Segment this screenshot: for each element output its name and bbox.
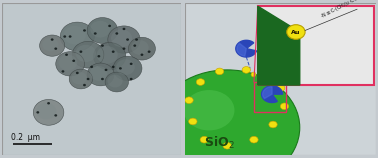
Circle shape [76,72,79,74]
Circle shape [101,44,104,47]
Circle shape [130,78,133,80]
Circle shape [148,51,150,53]
Circle shape [126,38,129,41]
Circle shape [51,38,54,41]
Circle shape [101,78,104,80]
Circle shape [90,66,107,81]
Circle shape [155,70,300,158]
Text: SiO$_2$: SiO$_2$ [204,135,235,151]
Text: 0.2  μm: 0.2 μm [11,133,40,142]
FancyBboxPatch shape [258,6,374,85]
Circle shape [47,102,50,104]
Text: Au: Au [291,30,300,35]
Text: -N$\equiv$C-(CH$_2$)$_2$-CoN-: -N$\equiv$C-(CH$_2$)$_2$-CoN- [319,0,365,21]
Polygon shape [185,3,376,155]
Circle shape [40,35,65,56]
Polygon shape [237,43,246,56]
Polygon shape [2,3,181,155]
Circle shape [184,90,234,130]
Circle shape [129,37,155,60]
Circle shape [90,66,93,68]
Circle shape [250,136,258,143]
Polygon shape [262,86,283,103]
Circle shape [122,47,125,50]
Circle shape [42,38,59,52]
Circle shape [189,118,197,125]
Circle shape [94,32,97,35]
Circle shape [112,66,115,68]
Circle shape [72,41,104,68]
Circle shape [196,79,205,85]
Circle shape [54,114,57,117]
Circle shape [63,35,66,38]
Circle shape [76,45,96,62]
Circle shape [97,46,118,64]
Circle shape [71,72,87,84]
Circle shape [105,69,107,71]
Circle shape [215,68,224,75]
Circle shape [116,59,135,75]
Circle shape [59,55,77,70]
Circle shape [56,52,85,76]
Circle shape [280,103,289,110]
Circle shape [130,63,133,65]
Circle shape [200,136,209,143]
Circle shape [269,121,277,128]
Polygon shape [258,6,300,85]
Circle shape [131,40,149,55]
Polygon shape [236,40,256,57]
Circle shape [64,26,86,44]
Circle shape [87,63,114,86]
Circle shape [108,25,111,27]
Circle shape [69,69,93,89]
Circle shape [54,47,57,50]
Circle shape [112,51,115,53]
Circle shape [105,72,129,92]
Circle shape [119,67,122,70]
Circle shape [69,35,71,38]
Circle shape [276,85,285,91]
Circle shape [36,111,39,114]
Circle shape [265,76,273,82]
Circle shape [185,97,193,104]
Circle shape [83,84,86,86]
Circle shape [87,78,90,80]
Circle shape [113,56,142,81]
Circle shape [90,21,110,38]
Circle shape [33,100,64,125]
Circle shape [141,54,143,56]
Circle shape [108,26,140,53]
Circle shape [72,60,75,62]
Circle shape [115,32,118,35]
Circle shape [79,51,82,53]
Circle shape [135,38,138,41]
Circle shape [36,103,56,119]
Circle shape [93,43,126,70]
Circle shape [122,28,125,30]
Circle shape [223,142,231,149]
Polygon shape [263,87,272,99]
Circle shape [62,70,64,73]
Circle shape [87,18,118,43]
Circle shape [65,54,68,56]
Circle shape [60,22,94,51]
Circle shape [242,67,251,73]
Circle shape [83,29,86,32]
Circle shape [98,55,100,58]
Circle shape [287,25,305,39]
Circle shape [107,75,122,88]
Circle shape [111,29,132,47]
Circle shape [133,44,136,47]
